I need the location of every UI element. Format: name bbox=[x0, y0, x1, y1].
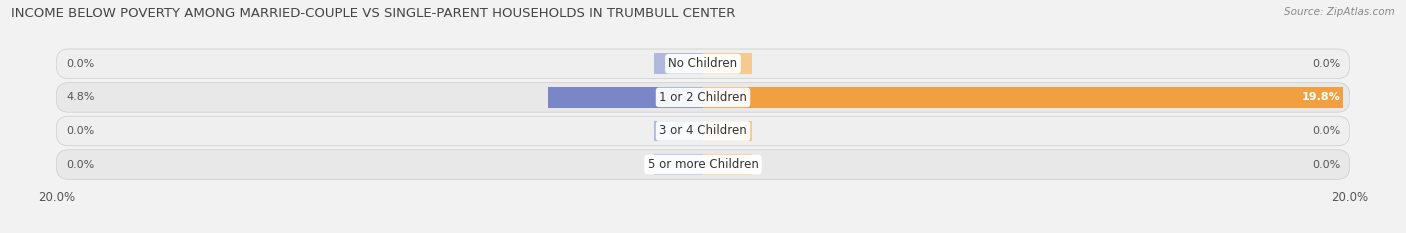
Text: 4.8%: 4.8% bbox=[66, 92, 94, 102]
Bar bbox=[703, 87, 1343, 108]
Text: 1 or 2 Children: 1 or 2 Children bbox=[659, 91, 747, 104]
Bar bbox=[703, 154, 752, 175]
Text: 0.0%: 0.0% bbox=[66, 160, 94, 170]
Text: 0.0%: 0.0% bbox=[66, 126, 94, 136]
Text: 0.0%: 0.0% bbox=[1312, 160, 1340, 170]
FancyBboxPatch shape bbox=[56, 49, 1350, 79]
Text: 19.8%: 19.8% bbox=[1302, 92, 1340, 102]
Text: 3 or 4 Children: 3 or 4 Children bbox=[659, 124, 747, 137]
Text: INCOME BELOW POVERTY AMONG MARRIED-COUPLE VS SINGLE-PARENT HOUSEHOLDS IN TRUMBUL: INCOME BELOW POVERTY AMONG MARRIED-COUPL… bbox=[11, 7, 735, 20]
Bar bbox=[703, 53, 752, 74]
Text: 0.0%: 0.0% bbox=[66, 59, 94, 69]
Text: Source: ZipAtlas.com: Source: ZipAtlas.com bbox=[1284, 7, 1395, 17]
FancyBboxPatch shape bbox=[56, 116, 1350, 146]
Text: 0.0%: 0.0% bbox=[1312, 59, 1340, 69]
FancyBboxPatch shape bbox=[56, 82, 1350, 112]
Text: No Children: No Children bbox=[668, 57, 738, 70]
Bar bbox=[654, 53, 703, 74]
Bar bbox=[654, 154, 703, 175]
FancyBboxPatch shape bbox=[56, 150, 1350, 179]
Text: 0.0%: 0.0% bbox=[1312, 126, 1340, 136]
Bar bbox=[654, 120, 703, 141]
Bar bbox=[548, 87, 703, 108]
Text: 5 or more Children: 5 or more Children bbox=[648, 158, 758, 171]
Bar bbox=[703, 120, 752, 141]
